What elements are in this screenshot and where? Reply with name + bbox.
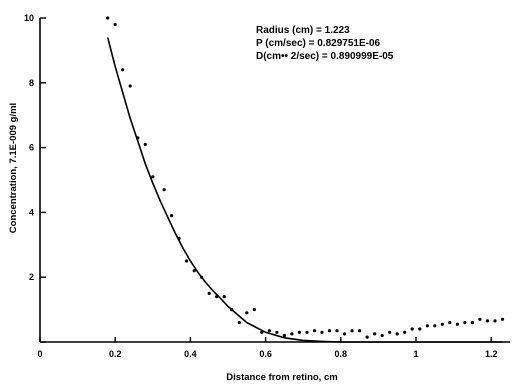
annotation-permeability: P (cm/sec) = 0.829751E-06 [256, 38, 381, 49]
x-tick-label: 0.2 [109, 349, 122, 359]
data-point [365, 335, 369, 339]
y-tick-label: 8 [29, 78, 34, 88]
data-points [106, 16, 505, 339]
data-point [395, 332, 399, 336]
data-point [290, 332, 294, 336]
y-tick-label: 4 [29, 207, 34, 217]
data-point [207, 291, 211, 295]
data-point [192, 269, 196, 273]
data-point [388, 330, 392, 334]
data-point [335, 329, 339, 333]
data-point [128, 84, 132, 88]
data-point [470, 321, 474, 325]
data-point [143, 142, 147, 146]
x-axis-title: Distance from retino, cm [226, 372, 337, 383]
fit-parameters: Radius (cm) = 1.223 P (cm/sec) = 0.82975… [256, 25, 394, 62]
data-point [380, 333, 384, 338]
x-axis-ticks: 0 0.2 0.4 0.6 0.8 1 1.2 [37, 337, 497, 359]
data-point [237, 321, 241, 325]
fit-curve [106, 37, 503, 343]
data-point [260, 330, 264, 334]
data-point [305, 330, 309, 334]
y-tick-label: 10 [24, 13, 34, 23]
data-point [455, 322, 459, 326]
data-point [113, 22, 117, 27]
annotation-diffusion: D(cm•• 2/sec) = 0.890999E-05 [256, 51, 394, 62]
data-point [121, 68, 125, 72]
y-axis-ticks: 2 4 6 8 10 [24, 13, 46, 343]
data-point [350, 329, 354, 333]
data-point [222, 295, 226, 299]
data-point [343, 332, 347, 336]
data-point [136, 136, 140, 140]
data-point [215, 295, 219, 299]
data-point [478, 317, 482, 321]
data-point [418, 327, 422, 331]
data-point [358, 329, 362, 333]
data-point [373, 332, 377, 336]
data-point [320, 330, 324, 334]
data-point [410, 327, 414, 331]
annotation-radius: Radius (cm) = 1.223 [256, 25, 350, 36]
data-point [312, 329, 317, 333]
x-tick-label: 1.2 [485, 349, 498, 359]
data-point [493, 319, 497, 323]
x-tick-label: 0 [37, 349, 42, 359]
y-axis-title: Concentration, 7.1E-009 g/ml [8, 103, 19, 233]
data-point [500, 317, 505, 321]
x-tick-label: 0.8 [335, 349, 348, 359]
x-tick-label: 1 [413, 349, 418, 359]
data-point [230, 308, 234, 312]
data-point [485, 319, 489, 323]
data-point [252, 308, 256, 312]
data-point [200, 275, 204, 279]
data-point [448, 321, 452, 325]
data-point [245, 311, 249, 315]
x-tick-label: 0.4 [184, 349, 197, 359]
y-tick-label: 6 [29, 143, 34, 153]
data-point [297, 330, 301, 334]
axes [39, 18, 510, 343]
data-point [463, 321, 467, 325]
data-point [185, 259, 189, 263]
data-point [282, 333, 286, 338]
data-point [106, 16, 110, 20]
data-point [275, 330, 279, 334]
data-point [425, 324, 429, 328]
data-point [170, 214, 174, 218]
data-point [177, 236, 181, 240]
data-point [151, 175, 155, 179]
x-tick-label: 0.6 [259, 349, 272, 359]
data-point [433, 324, 437, 328]
data-point [327, 329, 332, 333]
data-point [403, 330, 407, 334]
data-point [267, 329, 271, 333]
data-point [162, 188, 166, 192]
data-point [440, 322, 444, 326]
y-tick-label: 2 [29, 272, 34, 282]
